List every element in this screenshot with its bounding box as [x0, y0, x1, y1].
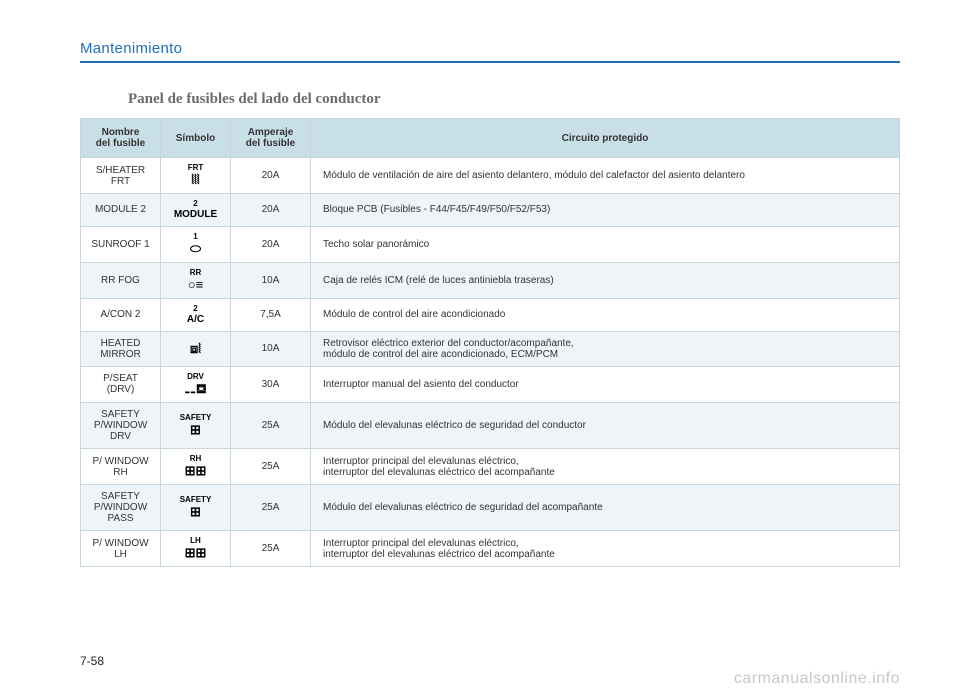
col-header-amp: Amperajedel fusible	[231, 119, 311, 158]
fuse-amperage: 7,5A	[231, 299, 311, 332]
fuse-table: Nombredel fusible Símbolo Amperajedel fu…	[80, 118, 900, 567]
fuse-name: P/ WINDOW LH	[81, 531, 161, 567]
fuse-amperage: 10A	[231, 331, 311, 366]
table-row: P/ WINDOW RHRH⊞⊞25AInterruptor principal…	[81, 448, 900, 484]
fuse-name: P/ WINDOW RH	[81, 448, 161, 484]
fuse-amperage: 20A	[231, 194, 311, 227]
table-row: P/SEAT (DRV)DRV⚋⛾30AInterruptor manual d…	[81, 366, 900, 402]
col-header-name: Nombredel fusible	[81, 119, 161, 158]
col-header-circuit: Circuito protegido	[311, 119, 900, 158]
section-title: Panel de fusibles del lado del conductor	[128, 91, 900, 108]
fuse-symbol: FRT⦚⦚⦚	[161, 158, 231, 194]
fuse-circuit: Interruptor manual del asiento del condu…	[311, 366, 900, 402]
table-row: MODULE 22MODULE20ABloque PCB (Fusibles -…	[81, 194, 900, 227]
fuse-circuit: Módulo del elevalunas eléctrico de segur…	[311, 402, 900, 448]
fuse-symbol: SAFETY⊞	[161, 485, 231, 531]
fuse-amperage: 25A	[231, 485, 311, 531]
table-row: SUNROOF 11⬭20ATecho solar panorámico	[81, 226, 900, 262]
fuse-circuit: Bloque PCB (Fusibles - F44/F45/F49/F50/F…	[311, 194, 900, 227]
fuse-circuit: Retrovisor eléctrico exterior del conduc…	[311, 331, 900, 366]
fuse-symbol: 2MODULE	[161, 194, 231, 227]
table-header-row: Nombredel fusible Símbolo Amperajedel fu…	[81, 119, 900, 158]
fuse-symbol: SAFETY⊞	[161, 402, 231, 448]
table-row: SAFETYP/WINDOWPASSSAFETY⊞25AMódulo del e…	[81, 485, 900, 531]
fuse-name: SAFETYP/WINDOWDRV	[81, 402, 161, 448]
fuse-name: SUNROOF 1	[81, 226, 161, 262]
fuse-circuit: Módulo del elevalunas eléctrico de segur…	[311, 485, 900, 531]
fuse-amperage: 30A	[231, 366, 311, 402]
fuse-circuit: Módulo de control del aire acondicionado	[311, 299, 900, 332]
fuse-amperage: 20A	[231, 158, 311, 194]
table-row: A/CON 22A/C7,5AMódulo de control del air…	[81, 299, 900, 332]
fuse-circuit: Interruptor principal del elevalunas elé…	[311, 448, 900, 484]
fuse-amperage: 20A	[231, 226, 311, 262]
table-row: HEATEDMIRROR⧈⦚10ARetrovisor eléctrico ex…	[81, 331, 900, 366]
fuse-amperage: 25A	[231, 531, 311, 567]
fuse-name: SAFETYP/WINDOWPASS	[81, 485, 161, 531]
category-header: Mantenimiento	[80, 40, 900, 61]
col-header-symbol: Símbolo	[161, 119, 231, 158]
fuse-symbol: ⧈⦚	[161, 331, 231, 366]
fuse-name: MODULE 2	[81, 194, 161, 227]
table-row: P/ WINDOW LHLH⊞⊞25AInterruptor principal…	[81, 531, 900, 567]
page-number: 7-58	[80, 654, 104, 668]
fuse-circuit: Caja de relés ICM (relé de luces antinie…	[311, 262, 900, 298]
fuse-symbol: 2A/C	[161, 299, 231, 332]
fuse-circuit: Techo solar panorámico	[311, 226, 900, 262]
fuse-circuit: Módulo de ventilación de aire del asient…	[311, 158, 900, 194]
watermark: carmanualsonline.info	[734, 670, 900, 688]
fuse-name: HEATEDMIRROR	[81, 331, 161, 366]
fuse-name: RR FOG	[81, 262, 161, 298]
fuse-symbol: RH⊞⊞	[161, 448, 231, 484]
fuse-name: P/SEAT (DRV)	[81, 366, 161, 402]
header-rule	[80, 61, 900, 63]
table-row: RR FOGRR○≡10ACaja de relés ICM (relé de …	[81, 262, 900, 298]
fuse-circuit: Interruptor principal del elevalunas elé…	[311, 531, 900, 567]
table-row: SAFETYP/WINDOWDRVSAFETY⊞25AMódulo del el…	[81, 402, 900, 448]
fuse-symbol: LH⊞⊞	[161, 531, 231, 567]
fuse-symbol: DRV⚋⛾	[161, 366, 231, 402]
fuse-amperage: 25A	[231, 402, 311, 448]
fuse-symbol: RR○≡	[161, 262, 231, 298]
fuse-name: A/CON 2	[81, 299, 161, 332]
fuse-amperage: 25A	[231, 448, 311, 484]
fuse-name: S/HEATER FRT	[81, 158, 161, 194]
table-row: S/HEATER FRTFRT⦚⦚⦚20AMódulo de ventilaci…	[81, 158, 900, 194]
fuse-symbol: 1⬭	[161, 226, 231, 262]
fuse-amperage: 10A	[231, 262, 311, 298]
